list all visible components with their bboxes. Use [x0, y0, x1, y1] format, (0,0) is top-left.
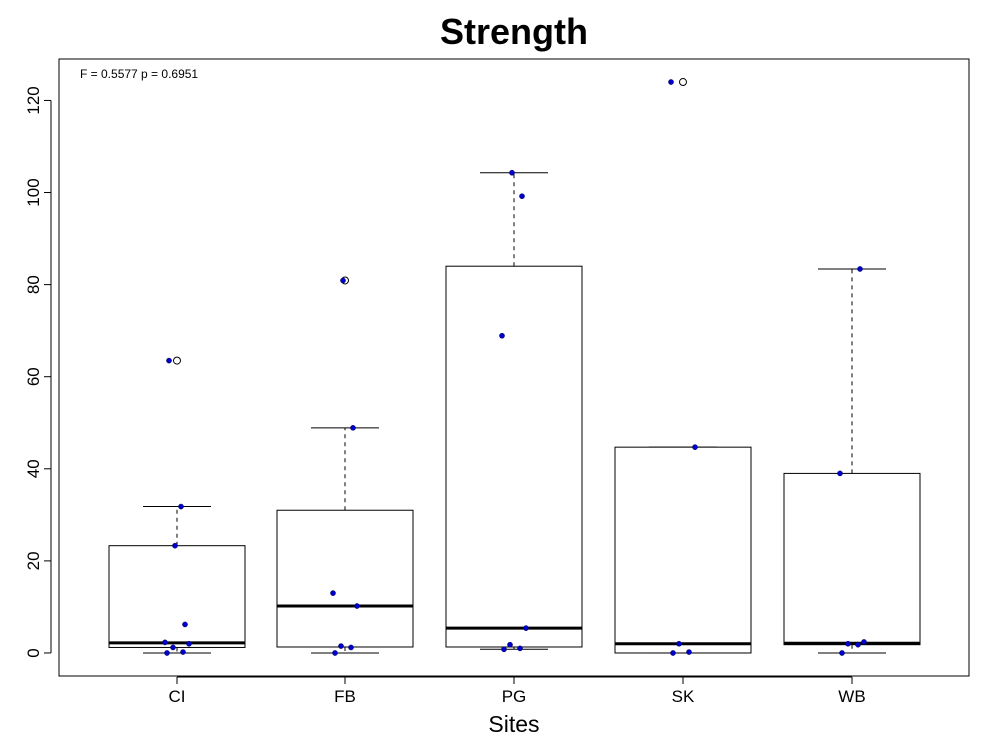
data-point — [354, 603, 360, 609]
data-point — [350, 425, 356, 431]
data-point — [676, 640, 682, 647]
y-tick-label: 100 — [24, 178, 43, 206]
box-iqr — [445, 265, 583, 648]
data-point — [507, 641, 513, 648]
box-iqr — [108, 545, 246, 648]
data-point — [182, 621, 188, 628]
y-tick-label: 80 — [24, 275, 43, 294]
box-iqr — [783, 472, 921, 646]
x-tick-label: CI — [169, 687, 186, 706]
y-tick-label: 20 — [24, 551, 43, 570]
data-point — [845, 640, 851, 647]
box-iqr — [276, 509, 414, 648]
data-point — [186, 640, 192, 647]
y-axis: 0 20 40 60 80 100 120 — [24, 86, 52, 658]
stats-annotation: F = 0.5577 p = 0.6951 — [80, 67, 198, 81]
data-point — [668, 79, 674, 85]
x-axis: CI FB PG SK WB — [169, 676, 866, 706]
data-point — [837, 470, 843, 477]
y-tick-label: 120 — [24, 86, 43, 114]
data-point — [686, 649, 692, 655]
data-point — [348, 644, 354, 651]
data-point — [499, 332, 505, 339]
data-point — [857, 266, 863, 272]
x-axis-title: Sites — [488, 711, 539, 737]
x-tick-label: PG — [502, 687, 527, 706]
x-tick-label: SK — [672, 687, 695, 706]
outlier-point — [679, 78, 687, 87]
data-point — [166, 357, 172, 364]
data-point — [519, 193, 525, 200]
x-tick-label: FB — [334, 687, 356, 706]
box-pg — [445, 169, 583, 653]
chart-title: Strength — [440, 11, 588, 52]
box-sk — [614, 78, 752, 656]
data-point — [332, 650, 338, 656]
data-point — [692, 444, 698, 450]
data-point — [670, 650, 676, 656]
outlier-point — [173, 356, 181, 365]
y-tick-label: 0 — [24, 648, 43, 657]
data-point — [172, 542, 178, 549]
data-point — [501, 646, 507, 653]
data-point — [839, 650, 845, 656]
box-series — [108, 78, 921, 656]
data-point — [180, 649, 186, 655]
plot-frame — [58, 58, 970, 677]
data-point — [330, 590, 336, 596]
data-point — [517, 645, 523, 652]
data-point — [162, 639, 168, 646]
data-point — [178, 503, 184, 510]
box-ci — [108, 356, 246, 656]
data-point — [523, 625, 529, 631]
y-tick-label: 60 — [24, 367, 43, 386]
box-wb — [783, 266, 921, 656]
data-point — [164, 650, 170, 656]
data-point — [509, 169, 515, 176]
data-point — [855, 641, 861, 648]
box-iqr — [614, 446, 752, 654]
data-point — [170, 644, 176, 651]
y-tick-label: 40 — [24, 459, 43, 478]
x-tick-label: WB — [838, 687, 865, 706]
data-point — [861, 639, 867, 645]
box-fb — [276, 276, 414, 656]
data-point — [340, 277, 346, 284]
data-point — [338, 643, 344, 649]
